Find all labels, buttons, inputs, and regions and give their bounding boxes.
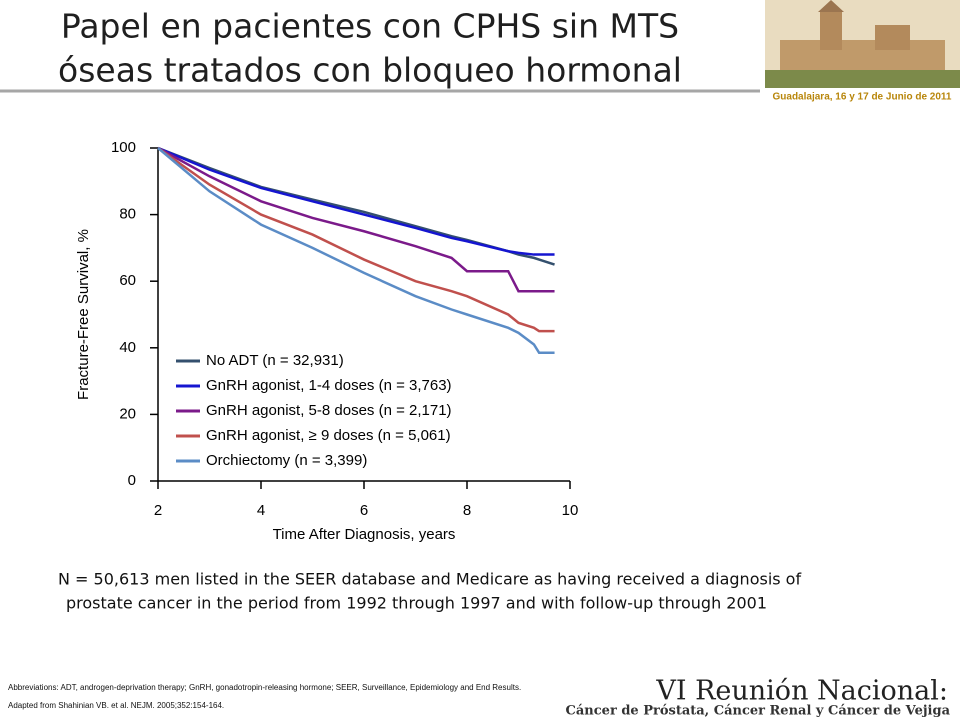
- y-tick-label: 80: [119, 206, 136, 223]
- legend-label: No ADT (n = 32,931): [206, 352, 344, 369]
- banner-title: VI Reunión Nacional:: [655, 676, 948, 707]
- caption: prostate cancer in the period from 1992 …: [66, 594, 767, 613]
- header-caption: Guadalajara, 16 y 17 de Junio de 2011: [773, 92, 952, 103]
- series-line: [157, 146, 555, 333]
- legend-label: GnRH agonist, ≥ 9 doses (n = 5,061): [206, 427, 451, 444]
- legend-label: Orchiectomy (n = 3,399): [206, 452, 367, 469]
- y-tick-label: 0: [128, 472, 136, 489]
- y-tick-label: 100: [111, 139, 136, 156]
- footnote: Adapted from Shahinian VB. et al. NEJM. …: [8, 701, 224, 710]
- x-tick-label: 8: [463, 502, 471, 519]
- series-line: [157, 146, 555, 293]
- legend-label: GnRH agonist, 1-4 doses (n = 3,763): [206, 377, 452, 394]
- slide-title: Papel en pacientes con CPHS sin MTS: [61, 7, 679, 46]
- x-tick-label: 2: [154, 502, 162, 519]
- y-tick-label: 20: [119, 405, 136, 422]
- slide-title: óseas tratados con bloqueo hormonal: [58, 51, 682, 90]
- series-line: [157, 147, 555, 355]
- x-tick-label: 4: [257, 502, 265, 519]
- x-tick-label: 6: [360, 502, 368, 519]
- caption: N = 50,613 men listed in the SEER databa…: [58, 570, 801, 589]
- series-line: [157, 146, 555, 256]
- legend-label: GnRH agonist, 5-8 doses (n = 2,171): [206, 402, 452, 419]
- y-tick-label: 60: [119, 272, 136, 289]
- plot: 0 20 40 60 80 100 2 4 6 8 10 Time After Diagnosis, …: [75, 139, 578, 543]
- x-tick-label: 10: [562, 502, 579, 519]
- footnote: Abbreviations: ADT, androgen-deprivation…: [8, 683, 521, 692]
- y-tick-label: 40: [119, 339, 136, 356]
- banner-subtitle: Cáncer de Próstata, Cáncer Renal y Cánce…: [566, 704, 951, 719]
- x-axis-label: Time After Diagnosis, years: [273, 526, 456, 543]
- header-image: [765, 0, 960, 88]
- y-axis-label: Fracture-Free Survival, %: [75, 229, 92, 400]
